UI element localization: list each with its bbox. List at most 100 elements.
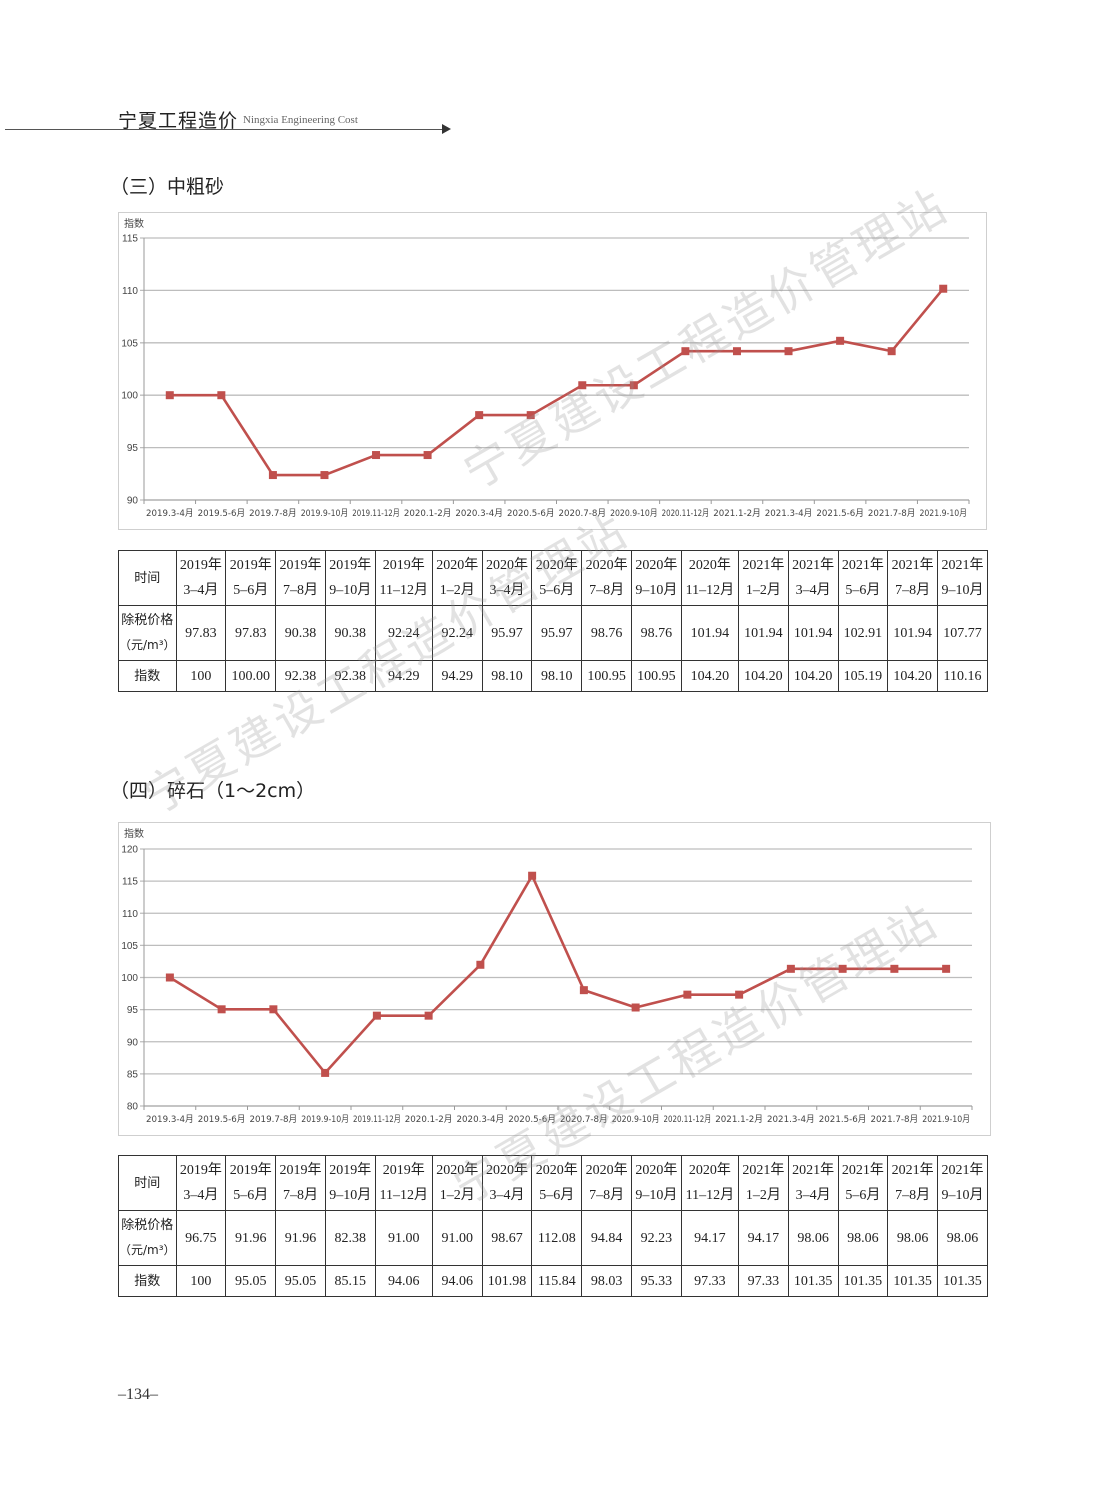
y-tick-label: 110: [122, 286, 138, 297]
index-cell: 94.29: [374, 660, 433, 692]
data-point: [578, 381, 587, 390]
period-cell: 2020年 3–4月: [481, 550, 533, 606]
index-cell: 92.38: [324, 660, 376, 692]
period-cell: 2021年 9–10月: [937, 1155, 988, 1211]
x-tick-label: 2019.9-10月: [301, 1114, 349, 1125]
price-cell: 91.00: [431, 1210, 483, 1266]
x-tick-label: 2020.5-6月: [507, 508, 555, 519]
period-cell: 2020年 1–2月: [431, 550, 483, 606]
y-axis-label: 指数: [124, 827, 144, 840]
y-tick-label: 105: [121, 338, 138, 349]
table-row-index: 指数 100 95.05 95.05 85.15 94.06 94.06 101.98 115.…: [118, 1265, 988, 1297]
price-cell: 82.38: [324, 1210, 376, 1266]
data-point: [476, 960, 485, 969]
table-row-time: 时间 2019年 3–4月 2019年 5–6月 2019年 7–8月 2019年 9–10月 2…: [118, 1155, 988, 1211]
period-cell: 2019年 3–4月: [175, 550, 227, 606]
x-tick-label: 2020.11-12月: [662, 508, 710, 519]
section-title-gravel: （四）碎石（1～2cm）: [110, 780, 316, 802]
period-cell: 2020年 9–10月: [630, 1155, 682, 1211]
data-point: [165, 973, 174, 982]
y-tick-label: 100: [121, 973, 138, 984]
y-tick-label: 115: [122, 877, 138, 888]
price-cell: 94.84: [581, 1210, 632, 1266]
index-cell: 95.05: [225, 1265, 277, 1297]
x-tick-label: 2021.9-10月: [922, 1114, 970, 1125]
y-tick-label: 85: [127, 1069, 139, 1080]
data-point: [423, 451, 432, 460]
y-tick-label: 120: [121, 845, 138, 856]
data-point: [681, 347, 690, 356]
price-cell: 98.67: [481, 1210, 533, 1266]
y-tick-label: 80: [127, 1102, 139, 1113]
period-cell: 2021年 7–8月: [887, 1155, 939, 1211]
x-tick-label: 2019.3-4月: [146, 1114, 194, 1125]
index-cell: 85.15: [324, 1265, 376, 1297]
data-point: [939, 284, 948, 293]
data-point: [217, 391, 226, 400]
index-cell: 101.98: [481, 1265, 533, 1297]
price-cell: 92.23: [630, 1210, 682, 1266]
period-cell: 2019年 3–4月: [175, 1155, 227, 1211]
period-cell: 2019年 5–6月: [225, 550, 277, 606]
x-tick-label: 2021.3-4月: [765, 508, 813, 519]
x-tick-label: 2021.3-4月: [767, 1114, 815, 1125]
price-cell: 94.17: [738, 1210, 789, 1266]
index-cell: 104.20: [680, 660, 740, 692]
period-cell: 2019年 11–12月: [374, 1155, 433, 1211]
price-cell: 92.24: [374, 605, 433, 661]
x-tick-label: 2021.1-2月: [715, 1114, 763, 1125]
x-tick-label: 2021.9-10月: [919, 508, 967, 519]
index-cell: 95.33: [630, 1265, 682, 1297]
chart-sand-index: 指数 90 95 100 105 110 115 2019.3-4月 2019.5-6月 2019…: [118, 212, 987, 530]
table-row-price: 除税价格 （元/m³） 97.83 97.83 90.38 90.38 92.24 92.24…: [118, 605, 988, 661]
index-cell: 104.20: [787, 660, 839, 692]
period-cell: 2019年 5–6月: [225, 1155, 277, 1211]
period-cell: 2020年 9–10月: [630, 550, 682, 606]
data-point: [165, 391, 174, 400]
period-cell: 2020年 11–12月: [680, 550, 740, 606]
series-line: [169, 872, 947, 1075]
price-cell: 90.38: [275, 605, 326, 661]
period-cell: 2019年 11–12月: [374, 550, 433, 606]
y-tick-label: 110: [122, 909, 138, 920]
x-tick-label: 2020.3-4月: [455, 508, 503, 519]
x-tick-label: 2019.11-12月: [352, 508, 400, 519]
index-cell: 98.10: [531, 660, 583, 692]
price-cell: 107.77: [937, 605, 988, 661]
data-point: [321, 1068, 330, 1077]
index-cell: 110.16: [937, 660, 988, 692]
y-tick-label: 90: [127, 1037, 139, 1048]
price-cell: 102.91: [837, 605, 889, 661]
data-point: [786, 964, 795, 973]
period-cell: 2020年 11–12月: [680, 1155, 740, 1211]
period-cell: 2021年 7–8月: [887, 550, 939, 606]
section-title-sand: （三）中粗砂: [110, 176, 225, 198]
price-cell: 90.38: [324, 605, 376, 661]
period-cell: 2019年 9–10月: [324, 1155, 376, 1211]
x-tick-label: 2019.11-12月: [353, 1114, 401, 1125]
price-cell: 101.94: [787, 605, 839, 661]
price-cell: 92.24: [431, 605, 483, 661]
row-header-price: 除税价格 （元/m³）: [118, 605, 177, 661]
row-header-index: 指数: [118, 1265, 177, 1297]
data-point: [528, 871, 537, 880]
x-tick-label: 2021.5-6月: [819, 1114, 867, 1125]
index-cell: 105.19: [837, 660, 889, 692]
y-tick-label: 95: [127, 1005, 139, 1016]
data-point: [217, 1005, 226, 1014]
index-cell: 101.35: [787, 1265, 839, 1297]
page-number: –134–: [118, 1386, 158, 1403]
period-cell: 2021年 1–2月: [738, 550, 789, 606]
x-tick-label: 2020.1-2月: [404, 508, 452, 519]
price-cell: 98.76: [581, 605, 632, 661]
data-point: [838, 964, 847, 973]
data-point: [887, 347, 896, 356]
header-rule: [5, 129, 447, 130]
price-cell: 98.06: [887, 1210, 939, 1266]
x-tick-label: 2019.9-10月: [301, 508, 349, 519]
x-tick-label: 2020.9-10月: [612, 1114, 660, 1125]
x-tick-label: 2020.5-6月: [508, 1114, 556, 1125]
period-cell: 2019年 7–8月: [275, 1155, 326, 1211]
period-cell: 2021年 9–10月: [937, 550, 988, 606]
price-cell: 101.94: [738, 605, 789, 661]
